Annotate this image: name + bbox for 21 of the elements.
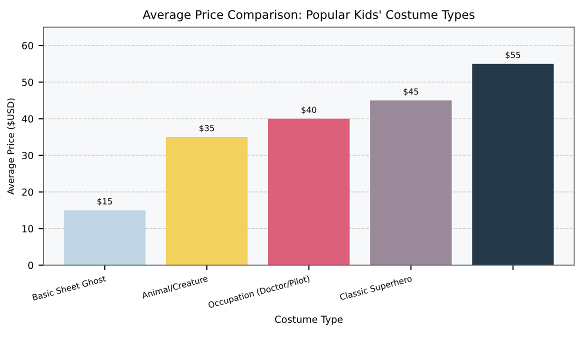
y-tick-label: 10 — [22, 225, 34, 232]
y-axis-title: Average Price ($USD) — [7, 98, 16, 195]
chart-title: Average Price Comparison: Popular Kids' Costume Types — [142, 10, 474, 22]
data-label: $15 — [97, 198, 112, 206]
x-tick-label: Basic Sheet Ghost — [32, 274, 106, 301]
y-tick-label: 0 — [28, 262, 34, 270]
y-tick-label: 60 — [22, 42, 34, 50]
bar — [166, 137, 248, 266]
y-tick-label: 30 — [22, 152, 34, 160]
bar — [64, 210, 146, 266]
bar — [268, 118, 350, 266]
data-label: $55 — [506, 52, 520, 60]
y-tick-label: 50 — [22, 78, 34, 86]
bar — [370, 100, 452, 266]
bar — [472, 64, 554, 266]
y-tick-label: 20 — [22, 188, 34, 196]
data-label: $40 — [302, 106, 316, 114]
y-tick-label: 40 — [22, 115, 34, 123]
x-axis-title: Costume Type — [275, 316, 343, 325]
data-label: $35 — [200, 124, 214, 132]
data-label: $45 — [404, 88, 418, 96]
